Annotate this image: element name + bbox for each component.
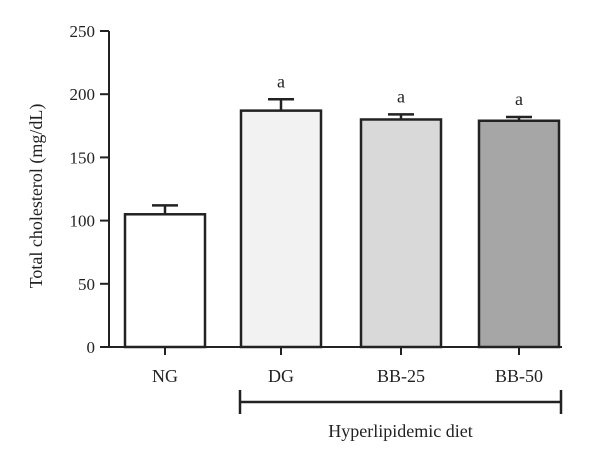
x-tick-label: DG <box>268 366 294 386</box>
bar-bb-25 <box>359 118 443 349</box>
bar-bb-50 <box>477 119 561 349</box>
group-bracket: Hyperlipidemic diet <box>238 390 563 441</box>
bar-dg <box>239 109 323 349</box>
x-tick-label: NG <box>152 366 178 386</box>
significance-label: a <box>277 71 285 91</box>
y-axis-label: Total cholesterol (mg/dL) <box>26 104 47 289</box>
x-tick-label: BB-25 <box>377 366 425 386</box>
bar-ng <box>123 213 207 349</box>
y-tick-label: 250 <box>70 22 96 41</box>
bars: aa a <box>123 71 561 349</box>
y-axis: 0 50 100 150 200 250 <box>70 22 110 357</box>
y-tick-label: 150 <box>70 148 96 167</box>
significance-label: a <box>515 89 523 109</box>
group-label: Hyperlipidemic diet <box>328 421 472 441</box>
significance-label: a <box>397 86 405 106</box>
y-tick-label: 50 <box>78 275 95 294</box>
y-tick-label: 100 <box>70 212 96 231</box>
x-tick-label: BB-50 <box>495 366 543 386</box>
y-tick-label: 0 <box>87 338 96 357</box>
x-axis: NG DG BB-25 BB-50 <box>109 346 562 386</box>
y-tick-label: 200 <box>70 85 96 104</box>
